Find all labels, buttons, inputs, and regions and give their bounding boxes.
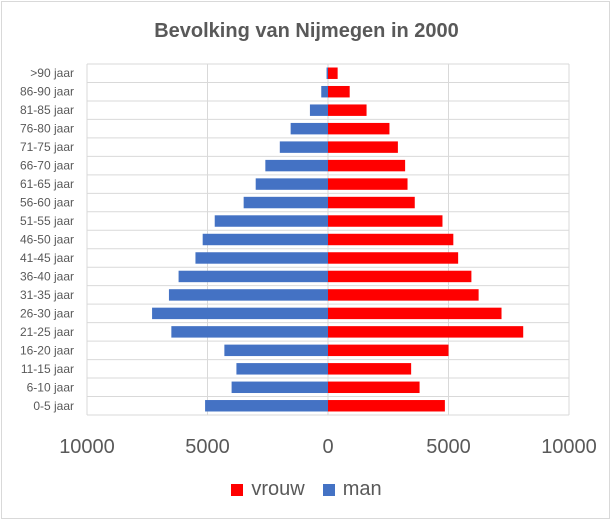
legend-item-man: man: [322, 478, 382, 501]
bar-man: [236, 363, 328, 375]
bar-vrouw: [328, 344, 449, 357]
legend-label-man: man: [342, 478, 382, 500]
x-tick-label: 10000: [59, 436, 115, 458]
y-tick-label: 46-50 jaar: [20, 233, 74, 247]
y-tick-label: 16-20 jaar: [20, 343, 74, 357]
y-tick-label: 76-80 jaar: [20, 122, 74, 136]
bar-vrouw: [328, 233, 454, 246]
bar-man: [171, 326, 328, 338]
bar-man: [321, 85, 328, 98]
x-tick-label: 0: [322, 436, 333, 458]
bar-man: [152, 307, 328, 320]
bar-vrouw: [328, 289, 479, 301]
y-tick-label: 36-40 jaar: [20, 269, 74, 283]
bar-vrouw: [328, 67, 338, 79]
bar-man: [309, 104, 328, 116]
bar-man: [279, 141, 328, 153]
y-tick-label: 66-70 jaar: [20, 159, 74, 173]
bar-vrouw: [328, 326, 524, 338]
y-tick-label: 61-65 jaar: [20, 177, 74, 191]
y-tick-label: 51-55 jaar: [20, 214, 74, 228]
bar-vrouw: [328, 363, 412, 375]
bar-man: [231, 381, 328, 394]
x-tick-label: 10000: [541, 436, 597, 458]
y-tick-label: 0-5 jaar: [33, 399, 74, 413]
bar-vrouw: [328, 270, 472, 283]
bar-man: [202, 233, 328, 246]
bar-man: [255, 178, 328, 190]
chart-title: Bevolking van Nijmegen in 2000: [154, 20, 459, 42]
bar-vrouw: [328, 215, 443, 227]
bar-man: [243, 196, 328, 209]
bar-vrouw: [328, 381, 420, 394]
bar-man: [195, 252, 328, 264]
bar-vrouw: [328, 141, 398, 153]
y-tick-label: 86-90 jaar: [20, 85, 74, 99]
bar-man: [290, 122, 328, 135]
x-tick-label: 5000: [185, 436, 230, 458]
legend-label-vrouw: vrouw: [251, 478, 305, 500]
bar-man: [265, 159, 328, 172]
y-tick-label: 41-45 jaar: [20, 251, 74, 265]
bar-man: [168, 289, 328, 301]
bar-vrouw: [328, 159, 406, 172]
bar-man: [224, 344, 328, 357]
legend: vrouw man: [0, 478, 613, 501]
legend-swatch-man: [322, 483, 335, 496]
y-tick-label: 71-75 jaar: [20, 140, 74, 154]
bar-vrouw: [328, 252, 459, 264]
bar-man: [214, 215, 328, 227]
bar-vrouw: [328, 122, 390, 135]
y-tick-label: 81-85 jaar: [20, 103, 74, 117]
legend-item-vrouw: vrouw: [231, 478, 305, 501]
y-tick-label: 26-30 jaar: [20, 306, 74, 320]
y-tick-label: 56-60 jaar: [20, 196, 74, 210]
bar-vrouw: [328, 104, 367, 116]
bar-vrouw: [328, 400, 445, 412]
bar-vrouw: [328, 196, 415, 209]
y-tick-label: 21-25 jaar: [20, 325, 74, 339]
bar-vrouw: [328, 307, 502, 320]
bar-man: [326, 67, 328, 79]
x-tick-label: 5000: [426, 436, 471, 458]
bar-man: [205, 400, 328, 412]
bar-vrouw: [328, 85, 350, 98]
bar-man: [178, 270, 328, 283]
y-tick-label: 11-15 jaar: [21, 362, 74, 376]
y-tick-label: 31-35 jaar: [20, 288, 74, 302]
bar-vrouw: [328, 178, 408, 190]
y-tick-label: 6-10 jaar: [27, 380, 74, 394]
legend-swatch-vrouw: [231, 483, 244, 496]
y-tick-label: >90 jaar: [30, 66, 74, 80]
